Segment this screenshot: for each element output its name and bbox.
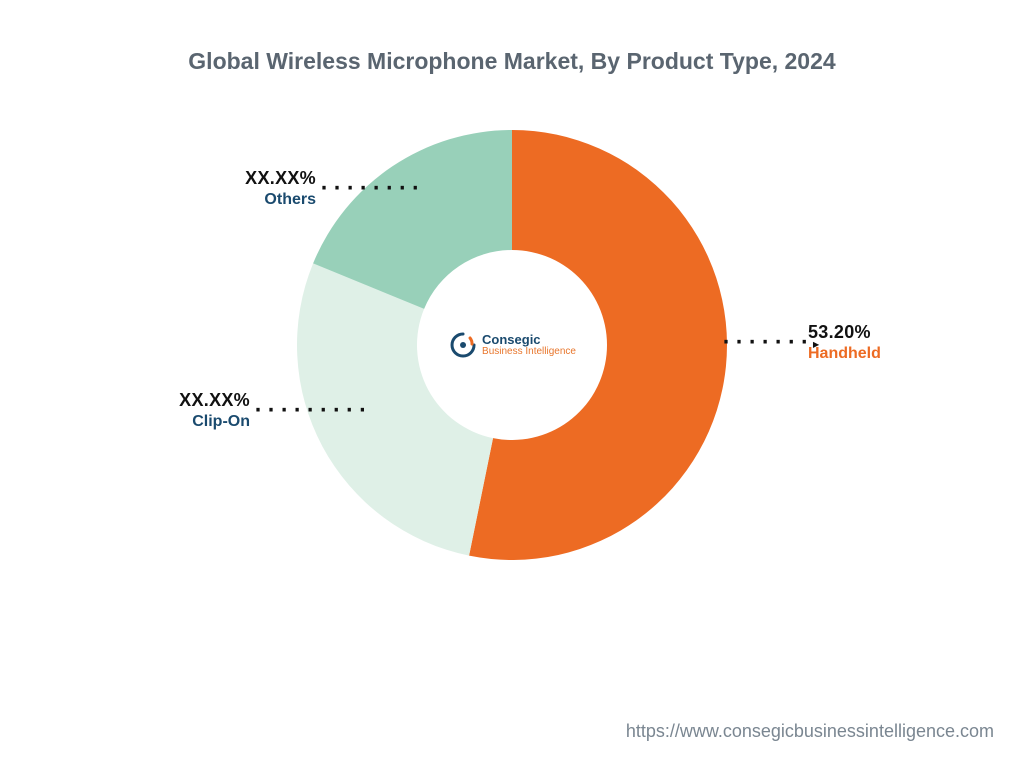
logo-mark-icon: [448, 330, 478, 360]
label-others: XX.XX% Others: [216, 168, 316, 209]
label-clipon: XX.XX% Clip-On: [150, 390, 250, 431]
name-handheld: Handheld: [808, 345, 881, 363]
logo-line1: Consegic: [482, 333, 576, 347]
chart-title: Global Wireless Microphone Market, By Pr…: [0, 48, 1024, 75]
leader-others: ········: [318, 176, 422, 200]
leader-clipon: ·········: [252, 398, 369, 422]
pct-others: XX.XX%: [216, 168, 316, 189]
name-clipon: Clip-On: [150, 413, 250, 431]
center-logo: Consegic Business Intelligence: [448, 330, 576, 360]
label-handheld: 53.20% Handheld: [808, 322, 881, 363]
logo-line2: Business Intelligence: [482, 347, 576, 358]
name-others: Others: [216, 191, 316, 209]
leader-handheld: ·······▸: [720, 330, 822, 354]
pct-clipon: XX.XX%: [150, 390, 250, 411]
pct-handheld: 53.20%: [808, 322, 881, 343]
footer-url: https://www.consegicbusinessintelligence…: [626, 721, 994, 742]
